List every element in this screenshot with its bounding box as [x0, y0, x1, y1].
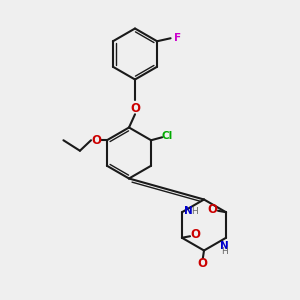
Text: O: O [92, 134, 101, 147]
Text: N: N [220, 241, 229, 251]
Text: Cl: Cl [162, 131, 173, 141]
Text: O: O [130, 102, 140, 116]
Text: F: F [174, 33, 181, 43]
Text: N: N [184, 206, 193, 216]
Text: O: O [190, 228, 200, 241]
Text: O: O [208, 203, 218, 216]
Text: H: H [191, 207, 198, 216]
Text: H: H [221, 247, 228, 256]
Text: O: O [197, 257, 208, 271]
